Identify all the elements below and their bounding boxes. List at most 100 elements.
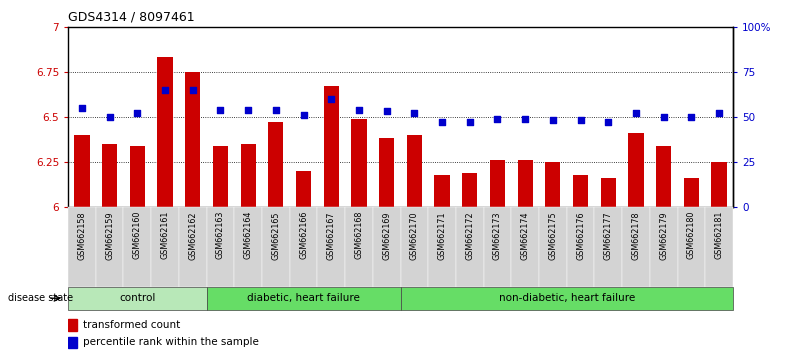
Bar [379,138,394,207]
Point [546,118,559,123]
Text: GSM662163: GSM662163 [216,211,225,259]
Text: percentile rank within the sample: percentile rank within the sample [83,337,260,347]
Bar [400,207,429,287]
Text: GSM662164: GSM662164 [244,211,252,259]
Point [713,110,726,116]
Bar [650,207,678,287]
Point [630,110,642,116]
Point [297,112,310,118]
Text: GSM662173: GSM662173 [493,211,502,259]
Text: disease state: disease state [8,293,73,303]
Point [242,107,255,113]
Bar [96,207,123,287]
Point [214,107,227,113]
Bar [317,207,345,287]
Bar [151,207,179,287]
Point [352,107,365,113]
Text: GSM662172: GSM662172 [465,211,474,260]
Point [103,114,116,120]
Text: GSM662181: GSM662181 [714,211,723,259]
Bar [705,207,733,287]
Bar [240,144,256,207]
Bar [545,162,561,207]
Text: GSM662171: GSM662171 [437,211,446,259]
Text: GSM662175: GSM662175 [549,211,557,260]
Point [436,119,449,125]
Bar [434,175,449,207]
Bar [594,207,622,287]
Point [75,105,88,110]
Text: GSM662176: GSM662176 [576,211,585,259]
Text: GSM662162: GSM662162 [188,211,197,259]
Bar [123,207,151,287]
Bar [207,287,400,310]
Point [269,107,282,113]
Bar [456,207,484,287]
Text: GSM662170: GSM662170 [410,211,419,259]
Text: diabetic, heart failure: diabetic, heart failure [247,293,360,303]
Bar [68,337,77,348]
Bar [352,119,367,207]
Bar [179,207,207,287]
Bar [372,207,400,287]
Text: GSM662179: GSM662179 [659,211,668,260]
Bar [213,146,228,207]
Text: GSM662166: GSM662166 [299,211,308,259]
Bar [400,287,733,310]
Point [491,116,504,121]
Bar [102,144,117,207]
Point [463,119,476,125]
Bar [484,207,511,287]
Point [325,96,338,102]
Text: GSM662161: GSM662161 [160,211,170,259]
Point [159,87,171,93]
Bar [462,173,477,207]
Text: GDS4314 / 8097461: GDS4314 / 8097461 [68,11,195,24]
Bar [185,72,200,207]
Text: non-diabetic, heart failure: non-diabetic, heart failure [498,293,635,303]
Bar [490,160,505,207]
Bar [601,178,616,207]
Bar [429,207,456,287]
Bar [656,146,671,207]
Point [408,110,421,116]
Bar [711,162,727,207]
Text: GSM662180: GSM662180 [687,211,696,259]
Text: GSM662174: GSM662174 [521,211,529,259]
Text: GSM662169: GSM662169 [382,211,391,259]
Text: GSM662167: GSM662167 [327,211,336,259]
Bar [684,178,699,207]
Point [131,110,143,116]
Bar [628,133,643,207]
Bar [130,146,145,207]
Point [602,119,614,125]
Text: GSM662177: GSM662177 [604,211,613,260]
Point [685,114,698,120]
Bar [262,207,290,287]
Text: GSM662158: GSM662158 [78,211,87,259]
Bar [511,207,539,287]
Bar [158,57,173,207]
Bar [290,207,317,287]
Bar [74,135,90,207]
Bar [268,122,284,207]
Bar [235,207,262,287]
Bar [678,207,705,287]
Bar [68,319,77,331]
Bar [517,160,533,207]
Bar [573,175,588,207]
Bar [207,207,235,287]
Point [380,109,393,114]
Bar [567,207,594,287]
Point [574,118,587,123]
Text: GSM662168: GSM662168 [355,211,364,259]
Bar [622,207,650,287]
Bar [68,207,96,287]
Text: GSM662159: GSM662159 [105,211,114,260]
Bar [68,287,207,310]
Bar [539,207,567,287]
Text: GSM662160: GSM662160 [133,211,142,259]
Bar [296,171,311,207]
Text: GSM662178: GSM662178 [631,211,641,259]
Text: GSM662165: GSM662165 [272,211,280,259]
